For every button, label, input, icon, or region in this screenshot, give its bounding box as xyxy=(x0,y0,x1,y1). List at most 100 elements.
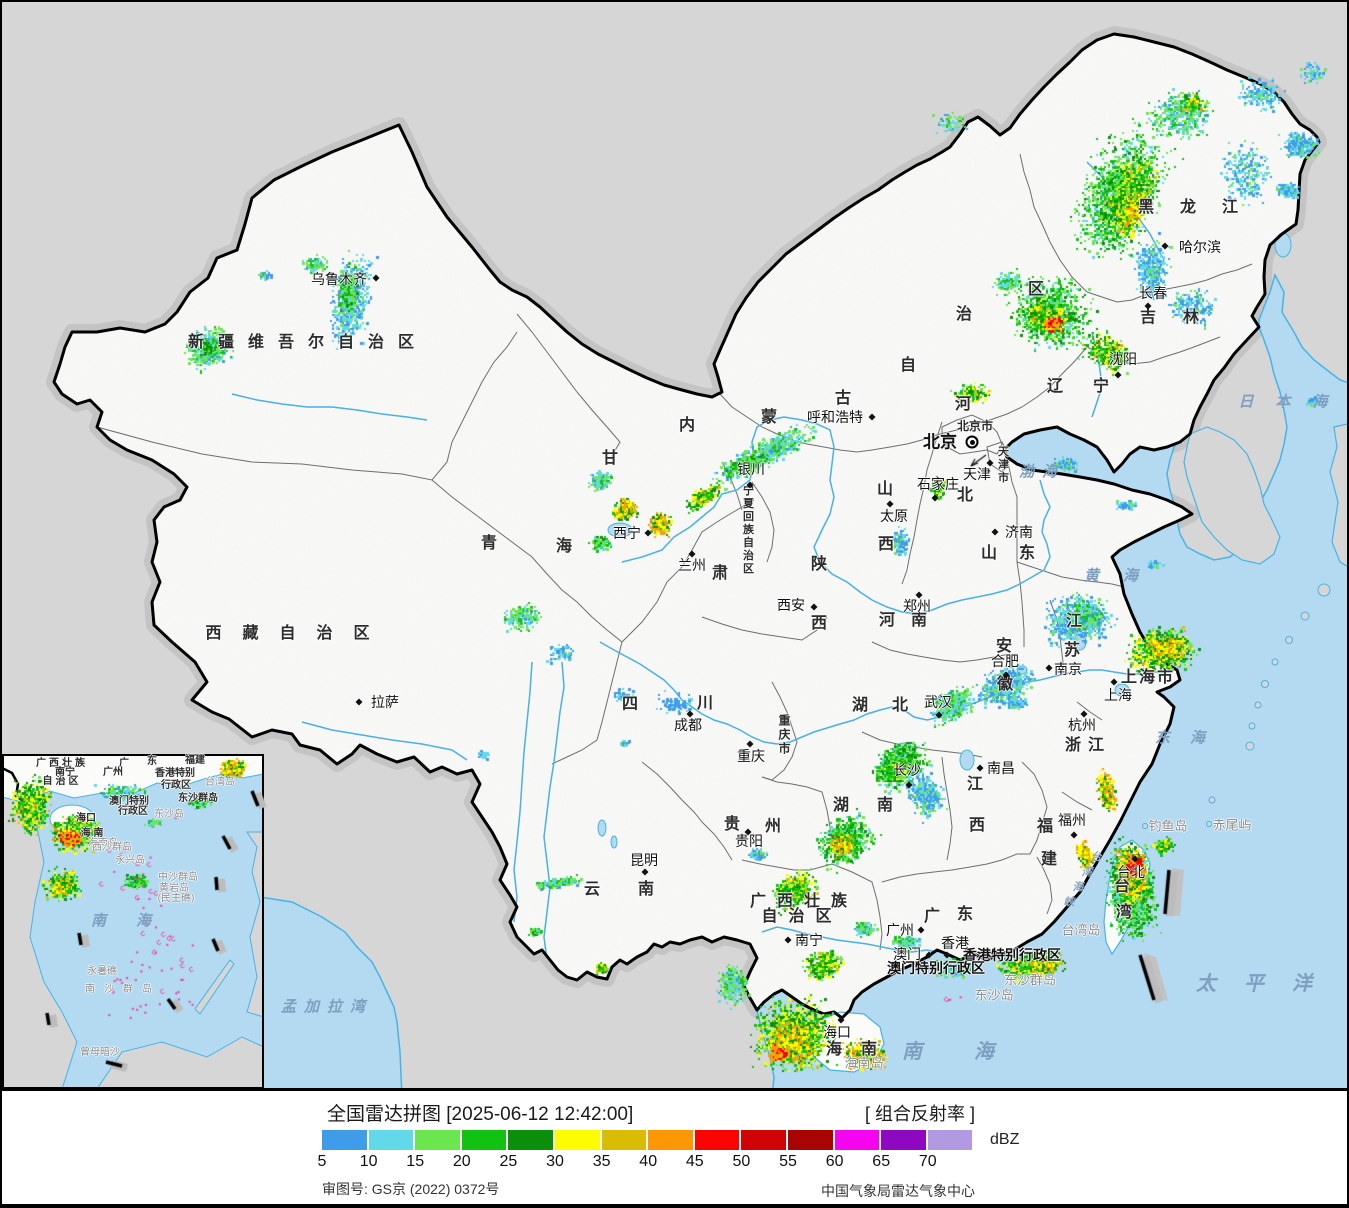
map-label: 西 xyxy=(877,536,895,553)
capital-marker xyxy=(965,435,979,449)
map-label: 重庆市 xyxy=(777,714,791,756)
map-label: 自治区 xyxy=(761,908,843,925)
map-label: 澳门特别行政区 xyxy=(887,960,985,976)
colorbar-step xyxy=(927,1130,975,1150)
city-marker xyxy=(1114,371,1122,379)
colorbar-tick-label: 35 xyxy=(592,1153,611,1170)
city-marker xyxy=(1144,302,1152,310)
map-label: 行政区 xyxy=(118,806,148,817)
map-label: 海南岛 xyxy=(88,838,118,849)
map-label: 南沙群岛 xyxy=(85,984,161,995)
city-marker xyxy=(784,936,792,944)
map-label: 湾 xyxy=(1081,866,1093,879)
colorbar-tick-label: 15 xyxy=(406,1153,425,1170)
map-label: 孟加拉湾 xyxy=(280,998,374,1016)
map-label: 甘 xyxy=(601,450,619,467)
city-marker xyxy=(915,591,923,599)
city-marker xyxy=(1161,242,1169,250)
map-label: 黄海 xyxy=(1083,567,1163,585)
city-marker xyxy=(1045,664,1053,672)
map-label: 黄岩岛 xyxy=(159,883,189,894)
map-label: 广 xyxy=(923,908,941,925)
map-label: 河 xyxy=(954,396,972,413)
map-label: 自 xyxy=(899,357,917,374)
map-label: 广州 xyxy=(103,767,123,778)
map-label: 区 xyxy=(1027,281,1045,298)
map-label: 澳门特别 xyxy=(109,796,149,807)
map-label: 南海 xyxy=(902,1041,1046,1063)
colorbar-step xyxy=(554,1130,602,1150)
city-marker xyxy=(917,926,925,934)
map-label: 自治区 xyxy=(42,776,82,787)
city-marker xyxy=(986,459,994,467)
map-label: 徽 xyxy=(996,676,1014,693)
map-label: 山 xyxy=(876,481,894,498)
map-label: 渤海 xyxy=(1018,463,1066,481)
map-label: 海 xyxy=(1072,881,1084,894)
city-label: 上海 xyxy=(1104,687,1132,703)
colorbar-step xyxy=(787,1130,835,1150)
map-label: 西 xyxy=(810,615,828,632)
city-label: 郑州 xyxy=(903,598,931,614)
city-marker xyxy=(1110,678,1118,686)
map-label: 东 xyxy=(956,906,974,923)
colorbar-step xyxy=(461,1130,509,1150)
map-label: 湖南 xyxy=(832,797,922,814)
city-label: 成都 xyxy=(674,717,702,733)
map-label: 苏 xyxy=(1063,642,1081,659)
city-marker xyxy=(935,711,943,719)
map-label: 川 xyxy=(696,695,714,712)
map-label: 贵 xyxy=(723,816,741,833)
china-radar-map: 新疆维吾尔自治区 西藏自治区青海内蒙古自治区甘肃宁夏回族自治区陕西山西河北山东 河南… xyxy=(2,2,1347,1088)
colorbar-tick-label: 65 xyxy=(872,1153,891,1170)
city-marker xyxy=(746,481,754,489)
city-marker xyxy=(925,951,933,959)
map-label: 钓鱼岛 xyxy=(1148,818,1188,834)
colorbar-tick-label: 40 xyxy=(639,1153,658,1170)
map-label: 海 南 xyxy=(80,828,104,839)
map-label: 海 xyxy=(555,538,573,555)
city-marker xyxy=(976,764,984,772)
colorbar-tick-label: 60 xyxy=(825,1153,844,1170)
city-label: 重庆 xyxy=(737,748,765,764)
map-label: 上海市 xyxy=(1120,669,1176,686)
map-label: 蒙 xyxy=(760,409,778,426)
city-marker xyxy=(746,740,754,748)
city-label: 广州 xyxy=(886,922,914,938)
map-label: 黑龙江 xyxy=(1137,199,1265,216)
map-label: 台 xyxy=(1090,851,1102,864)
map-label: 行政区 xyxy=(161,780,191,791)
city-label: 呼和浩特 xyxy=(807,409,863,425)
colorbar xyxy=(322,1130,975,1150)
city-marker xyxy=(641,868,649,876)
colorbar-step xyxy=(601,1130,649,1150)
map-label: 吉林 xyxy=(1139,309,1227,326)
map-label: 天津市 xyxy=(996,445,1009,485)
city-marker xyxy=(644,529,652,537)
colorbar-tick-label: 5 xyxy=(317,1153,327,1170)
map-label: 东沙群岛 xyxy=(178,793,218,804)
colorbar-unit: dBZ xyxy=(990,1131,1020,1148)
colorbar-step xyxy=(508,1130,555,1150)
city-label: 海口 xyxy=(823,1024,851,1040)
map-label: 宁夏回族自治区 xyxy=(741,484,754,576)
city-label: 哈尔滨 xyxy=(1179,239,1221,255)
map-label: 西沙群岛 xyxy=(92,842,132,853)
city-label: 杭州 xyxy=(1068,717,1096,733)
map-label: 四 xyxy=(621,696,639,713)
map-label: 山东 xyxy=(980,545,1058,562)
map-label: 曾母暗沙 xyxy=(80,1047,120,1058)
city-marker xyxy=(372,274,380,282)
city-label: 银川 xyxy=(737,461,765,477)
map-label: 内 xyxy=(678,417,696,434)
map-label: 安 xyxy=(995,638,1013,655)
map-label: 南 xyxy=(637,881,655,898)
map-label: 肃 xyxy=(711,565,729,582)
map-label: 云 xyxy=(583,881,601,898)
colorbar-tick-label: 30 xyxy=(546,1153,564,1170)
city-marker xyxy=(837,1016,845,1024)
product-name: [ 组合反射率 ] xyxy=(864,1104,975,1124)
map-label: 州 xyxy=(764,818,782,835)
map-label: 赤尾屿 xyxy=(1212,817,1252,833)
